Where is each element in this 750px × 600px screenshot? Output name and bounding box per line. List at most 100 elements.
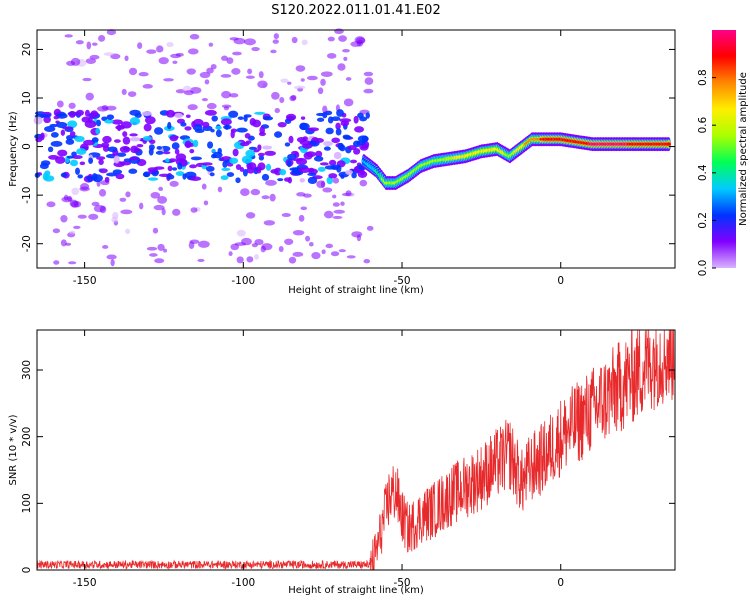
x-tick-label: -100 xyxy=(231,275,255,287)
spectrogram-noise-blob xyxy=(289,167,302,172)
spectrogram-noise-blob xyxy=(338,249,346,253)
spectrogram-noise-blob xyxy=(190,207,198,213)
y-tick-label: 0 xyxy=(21,567,33,574)
spectrogram-noise-blob xyxy=(79,161,86,166)
spectrogram-noise-blob xyxy=(91,137,99,143)
spectrogram-noise-blob xyxy=(81,116,90,123)
spectrogram-noise-blob xyxy=(284,238,294,245)
spectrogram-noise-blob xyxy=(258,155,265,161)
spectrogram-noise-blob xyxy=(113,155,120,164)
spectrogram-noise-blob xyxy=(149,253,158,257)
spectrogram-noise-blob xyxy=(187,104,198,111)
spectrogram-noise-blob xyxy=(332,202,340,207)
spectrogram-noise-blob xyxy=(327,36,335,42)
spectrogram-noise-blob xyxy=(204,79,210,85)
spectrogram-noise-blob xyxy=(96,119,102,127)
spectrogram-noise-blob xyxy=(364,77,374,85)
spectrogram-noise-blob xyxy=(301,39,308,46)
spectrogram-noise-blob xyxy=(64,34,73,38)
y-tick-label: 10 xyxy=(21,91,33,104)
spectrogram-noise-blob xyxy=(356,37,366,45)
spectrogram-noise-blob xyxy=(82,77,92,82)
spectrogram-noise-blob xyxy=(161,208,166,216)
spectrogram-noise-blob xyxy=(201,98,208,102)
spectrogram-noise-blob xyxy=(343,135,352,140)
spectrogram-noise-blob xyxy=(165,109,176,118)
spectrogram-noise-blob xyxy=(60,129,66,136)
spectrogram-noise-blob xyxy=(189,33,200,40)
spectrogram-noise-blob xyxy=(180,122,187,127)
spectrogram-noise-blob xyxy=(244,38,256,46)
spectrogram-noise-blob xyxy=(326,176,334,185)
spectrogram-noise-blob xyxy=(220,175,229,181)
spectrogram-noise-blob xyxy=(163,248,168,253)
spectrogram-noise-blob xyxy=(47,146,54,153)
spectrogram-noise-blob xyxy=(331,137,341,144)
spectrogram-noise-blob xyxy=(245,75,255,79)
spectrogram-noise-blob xyxy=(343,56,348,61)
spectrogram-noise-blob xyxy=(245,212,256,219)
spectrogram-noise-blob xyxy=(158,57,169,65)
spectrogram-noise-blob xyxy=(261,195,270,200)
spectrogram-noise-blob xyxy=(353,148,361,155)
spectrogram-noise-blob xyxy=(184,140,192,149)
spectrogram-noise-blob xyxy=(315,150,323,158)
spectrogram-noise-blob xyxy=(232,148,239,157)
spectrogram-noise-blob xyxy=(157,243,165,251)
spectrogram-noise-blob xyxy=(277,178,284,182)
spectrogram-noise-blob xyxy=(87,116,93,124)
spectrogram-noise-blob xyxy=(53,115,60,120)
spectrogram-noise-blob xyxy=(347,145,357,151)
spectrogram-noise-blob xyxy=(182,173,187,180)
spectrogram-noise-blob xyxy=(189,164,197,169)
spectrogram-noise-blob xyxy=(363,259,371,264)
spectrogram-noise-blob xyxy=(205,165,215,172)
spectrogram-noise-blob xyxy=(102,135,112,144)
spectrogram-noise-blob xyxy=(69,131,76,137)
spectrogram-noise-blob xyxy=(320,71,333,77)
spectrogram-noise-blob xyxy=(252,119,262,128)
spectrogram-noise-blob xyxy=(101,116,108,122)
spectrogram-noise-blob xyxy=(197,258,205,262)
spectrogram-noise-blob xyxy=(330,251,340,257)
spectrogram-noise-blob xyxy=(245,149,256,158)
spectrogram-noise-blob xyxy=(91,42,98,46)
spectrogram-noise-blob xyxy=(60,172,68,178)
spectrogram-y-axis-label: Frequency (Hz) xyxy=(8,111,19,187)
spectrogram-noise-blob xyxy=(278,245,284,253)
spectrogram-noise-blob xyxy=(106,254,117,260)
spectrogram-noise-blob xyxy=(353,115,359,124)
spectrogram-noise-blob xyxy=(150,191,161,199)
spectrogram-noise-blob xyxy=(91,201,100,207)
spectrogram-noise-blob xyxy=(221,55,228,61)
colorbar-tick-label: 0.2 xyxy=(697,212,709,229)
spectrogram-noise-blob xyxy=(102,245,109,249)
spectrogram-noise-blob xyxy=(99,188,107,197)
spectrogram-noise-blob xyxy=(68,102,76,109)
spectrogram-noise-blob xyxy=(75,167,80,175)
spectrogram-noise-blob xyxy=(257,144,262,151)
spectrogram-noise-blob xyxy=(111,216,118,223)
spectrogram-noise-blob xyxy=(115,173,125,180)
spectrogram-noise-blob xyxy=(77,174,84,179)
spectrogram-noise-blob xyxy=(174,113,183,119)
spectrogram-noise-blob xyxy=(272,39,279,44)
spectrogram-noise-blob xyxy=(251,47,260,52)
spectrogram-noise-blob xyxy=(42,172,49,181)
spectrogram-noise-blob xyxy=(56,121,68,129)
spectrogram-noise-blob xyxy=(105,105,117,111)
snr-ticks: -150 -100 -50 0 0 100 200 300 xyxy=(21,330,675,589)
spectrogram-noise-blob xyxy=(363,71,374,77)
spectrogram-noise-blob xyxy=(239,141,250,147)
spectrogram-noise-blob xyxy=(241,155,253,164)
spectrogram-noise-blob xyxy=(85,92,94,101)
colorbar-tick-label: 0.0 xyxy=(697,260,709,277)
spectrogram-noise-blob xyxy=(116,152,127,157)
spectrogram-noise-blob xyxy=(98,168,108,174)
spectrogram-noise-blob xyxy=(44,125,56,133)
spectrogram-noise-blob xyxy=(142,135,152,141)
spectrogram-frame xyxy=(36,29,676,269)
x-tick-label: 0 xyxy=(557,275,564,287)
spectrogram-noise-blob xyxy=(183,90,194,96)
